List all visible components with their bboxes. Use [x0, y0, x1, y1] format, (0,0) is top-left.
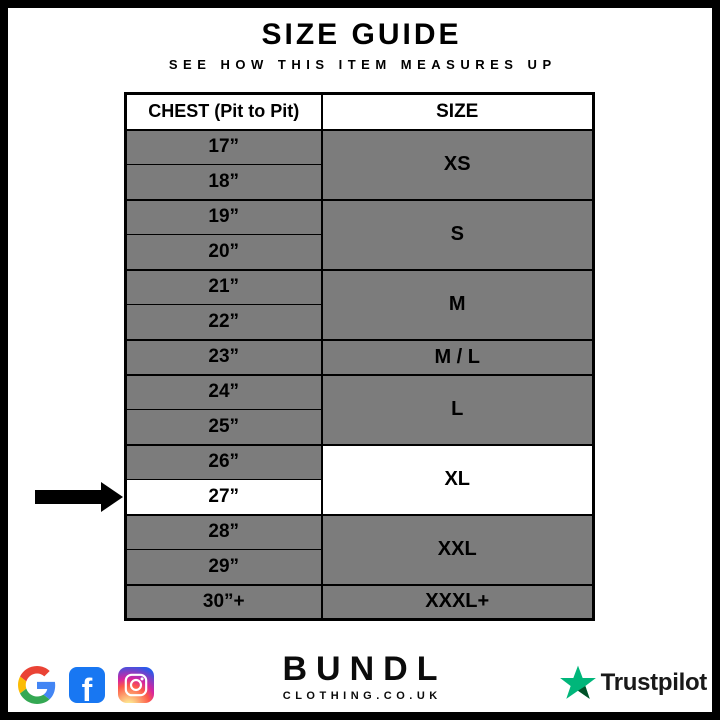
- chest-cell: 24”: [125, 373, 322, 410]
- trustpilot-logo: Trustpilot: [559, 664, 707, 702]
- arrow-head: [101, 482, 123, 512]
- chest-cell: 30”+: [125, 583, 322, 620]
- facebook-icon: f: [69, 667, 105, 703]
- chest-cell: 22”: [125, 304, 322, 340]
- size-cell: XS: [320, 128, 594, 200]
- facebook-f-glyph: f: [81, 671, 93, 704]
- table-row: 17” XS: [125, 128, 594, 200]
- chest-cell: 26”: [125, 443, 322, 480]
- instagram-icon: [118, 667, 154, 703]
- size-cell: XXL: [320, 513, 594, 585]
- table-header-row: CHEST (Pit to Pit) SIZE: [125, 93, 594, 131]
- row-pointer-arrow: [35, 482, 123, 512]
- table-row: 20”: [125, 234, 594, 270]
- table-row-highlighted: 27”: [125, 479, 594, 515]
- table-row: 18”: [125, 164, 594, 200]
- brand-name: BUNDL: [282, 650, 447, 688]
- table-row: 21” M: [125, 268, 594, 340]
- table-row: 23” M / L: [125, 338, 594, 375]
- size-cell: S: [320, 198, 594, 270]
- chest-cell: 21”: [125, 268, 322, 305]
- size-cell-highlighted: XL: [320, 443, 594, 515]
- chest-cell: 23”: [125, 338, 322, 375]
- table-row: 29”: [125, 549, 594, 585]
- chest-cell: 19”: [125, 198, 322, 235]
- table-row: 26” XL: [125, 443, 594, 515]
- column-header-chest: CHEST (Pit to Pit): [125, 93, 322, 131]
- chest-cell: 20”: [125, 234, 322, 270]
- table-row: 24” L: [125, 373, 594, 445]
- chest-cell: 28”: [125, 513, 322, 550]
- brand-logo: BUNDL CLOTHING.CO.UK: [8, 652, 712, 702]
- google-icon: [18, 666, 56, 704]
- trustpilot-star-icon: [559, 665, 596, 699]
- chest-cell: 18”: [125, 164, 322, 200]
- size-cell: L: [320, 373, 594, 445]
- size-cell: M: [320, 268, 594, 340]
- chest-cell-highlighted: 27”: [125, 479, 322, 515]
- chest-cell: 29”: [125, 549, 322, 585]
- chest-cell: 17”: [125, 128, 322, 165]
- table-row: 19” S: [125, 198, 594, 270]
- page-title: SIZE GUIDE: [261, 18, 462, 51]
- trustpilot-wordmark: Trustpilot: [600, 669, 708, 696]
- arrow-shaft: [35, 490, 102, 504]
- page-subtitle: SEE HOW THIS ITEM MEASURES UP: [168, 57, 557, 72]
- table-row: 30”+ XXXL+: [125, 583, 594, 620]
- instagram-camera-glyph: [124, 673, 148, 697]
- social-logos: f: [18, 666, 154, 704]
- chest-cell: 25”: [125, 409, 322, 445]
- column-header-size: SIZE: [320, 93, 594, 131]
- size-cell: M / L: [320, 338, 594, 375]
- size-table: CHEST (Pit to Pit) SIZE 17” XS 18” 19” S…: [124, 92, 595, 621]
- brand-domain: CLOTHING.CO.UK: [282, 690, 442, 702]
- table-row: 28” XXL: [125, 513, 594, 585]
- size-cell: XXXL+: [320, 583, 594, 620]
- table-row: 25”: [125, 409, 594, 445]
